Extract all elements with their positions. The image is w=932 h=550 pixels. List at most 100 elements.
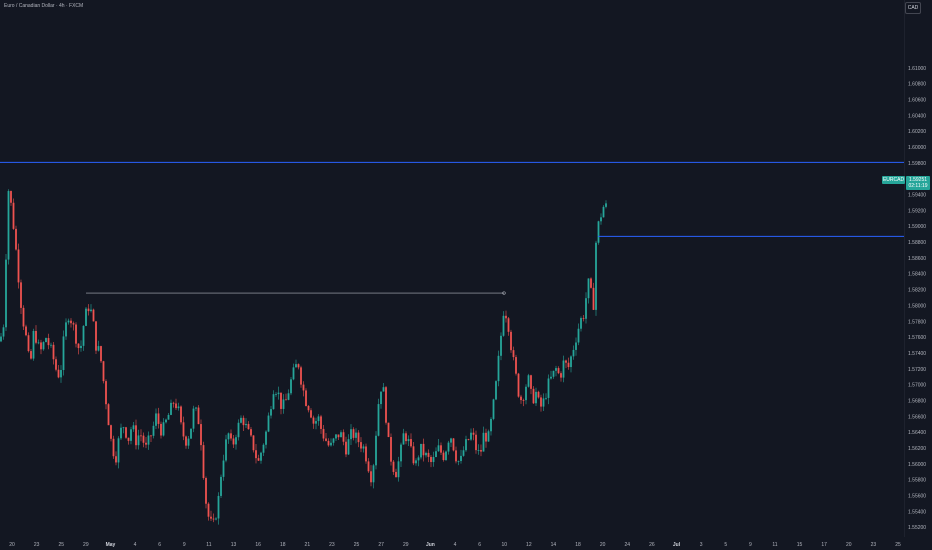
candle-body — [355, 432, 357, 438]
candle-body — [452, 438, 455, 451]
candle-body — [532, 388, 535, 404]
candle-body — [145, 442, 147, 445]
candle-body — [455, 450, 457, 462]
candle — [80, 340, 82, 352]
candle — [360, 437, 362, 453]
candle — [320, 414, 322, 434]
candle-body — [462, 450, 465, 456]
candle — [287, 389, 290, 401]
candle — [75, 322, 77, 348]
candle-body — [542, 398, 545, 407]
candle-body — [305, 390, 307, 406]
candle — [435, 447, 437, 458]
candle — [495, 380, 497, 401]
candle — [235, 434, 237, 450]
candle-body — [262, 444, 265, 453]
candle-body — [527, 375, 530, 387]
lines-layer — [0, 161, 904, 295]
candle — [110, 424, 112, 442]
candle — [302, 381, 305, 397]
candle — [195, 406, 197, 412]
candle-body — [505, 315, 507, 319]
candle-body — [572, 349, 575, 357]
time-tick-label: Jun — [426, 542, 435, 548]
candle-body — [310, 410, 312, 418]
candle-body — [347, 439, 350, 455]
candle-body — [487, 431, 490, 442]
candle-body — [105, 381, 107, 405]
candle-body — [182, 422, 185, 437]
candle — [322, 425, 325, 442]
candle — [577, 323, 580, 346]
price-tick-label: 1.61000 — [908, 66, 926, 72]
candle — [170, 399, 172, 416]
candle-body — [160, 423, 162, 436]
candle-body — [210, 516, 212, 519]
price-tick-label: 1.58600 — [908, 256, 926, 262]
price-tick-label: 1.56800 — [908, 398, 926, 404]
candle — [222, 454, 225, 481]
candle — [307, 405, 310, 413]
candle — [582, 314, 585, 322]
candle — [92, 308, 95, 322]
candle — [515, 354, 517, 376]
candle — [240, 415, 242, 424]
candle-body — [267, 415, 270, 432]
candle-body — [95, 321, 97, 351]
candle — [202, 441, 205, 480]
candle-body — [272, 394, 275, 410]
candle-body — [540, 397, 542, 407]
candle — [122, 426, 125, 434]
candle-body — [162, 422, 165, 436]
price-axis-ticks: 1.61000 1.60800 1.60600 1.60400 1.60200 1.600… — [908, 66, 926, 531]
candle-body — [45, 338, 47, 343]
candle — [537, 390, 540, 399]
candle — [152, 421, 155, 439]
currency-label[interactable]: CAD — [905, 2, 921, 14]
candle-body — [250, 429, 252, 436]
candle — [600, 213, 602, 225]
candle — [5, 254, 7, 332]
candle-body — [387, 422, 390, 438]
price-plot[interactable] — [0, 0, 904, 537]
candle-body — [335, 434, 337, 439]
candle-body — [40, 342, 42, 350]
candle-body — [340, 432, 342, 438]
candle — [220, 474, 222, 498]
symbol-title[interactable]: Euro / Canadian Dollar · 4h · FXCM — [4, 3, 84, 9]
candle-body — [277, 392, 280, 395]
candle-body — [467, 439, 470, 440]
candle — [605, 200, 607, 209]
candle — [445, 450, 447, 461]
candle-body — [140, 435, 142, 437]
candle-body — [360, 442, 362, 449]
candle-body — [117, 438, 120, 463]
candle — [210, 510, 212, 522]
candle-body — [482, 432, 485, 452]
candle-body — [270, 409, 272, 416]
candle-body — [115, 456, 117, 463]
candle-body — [430, 456, 432, 463]
candle — [482, 426, 485, 452]
candle-body — [392, 461, 395, 472]
candle — [277, 386, 280, 400]
candle — [255, 444, 257, 464]
candle-body — [127, 437, 130, 441]
candle — [187, 436, 190, 449]
candle — [112, 435, 115, 459]
candle-body — [212, 518, 215, 520]
candle-body — [10, 191, 12, 203]
time-axis[interactable]: 20 23 25 29 May 4 6 9 11 13 16 18 21 23 25 27 29 Jun 4 6 10 1… — [0, 537, 904, 550]
candle-body — [37, 342, 40, 344]
candle-body — [112, 438, 115, 457]
price-tick-label: 1.55400 — [908, 509, 926, 515]
price-axis[interactable]: 1.61000 1.60800 1.60600 1.60400 1.60200 1.600… — [904, 0, 932, 537]
candle — [52, 342, 55, 365]
candle-body — [445, 451, 447, 461]
candle — [570, 355, 572, 373]
candle-body — [180, 406, 182, 423]
candle-body — [187, 438, 190, 446]
candle-body — [57, 369, 60, 378]
candle — [130, 426, 132, 445]
candle-body — [240, 417, 242, 423]
